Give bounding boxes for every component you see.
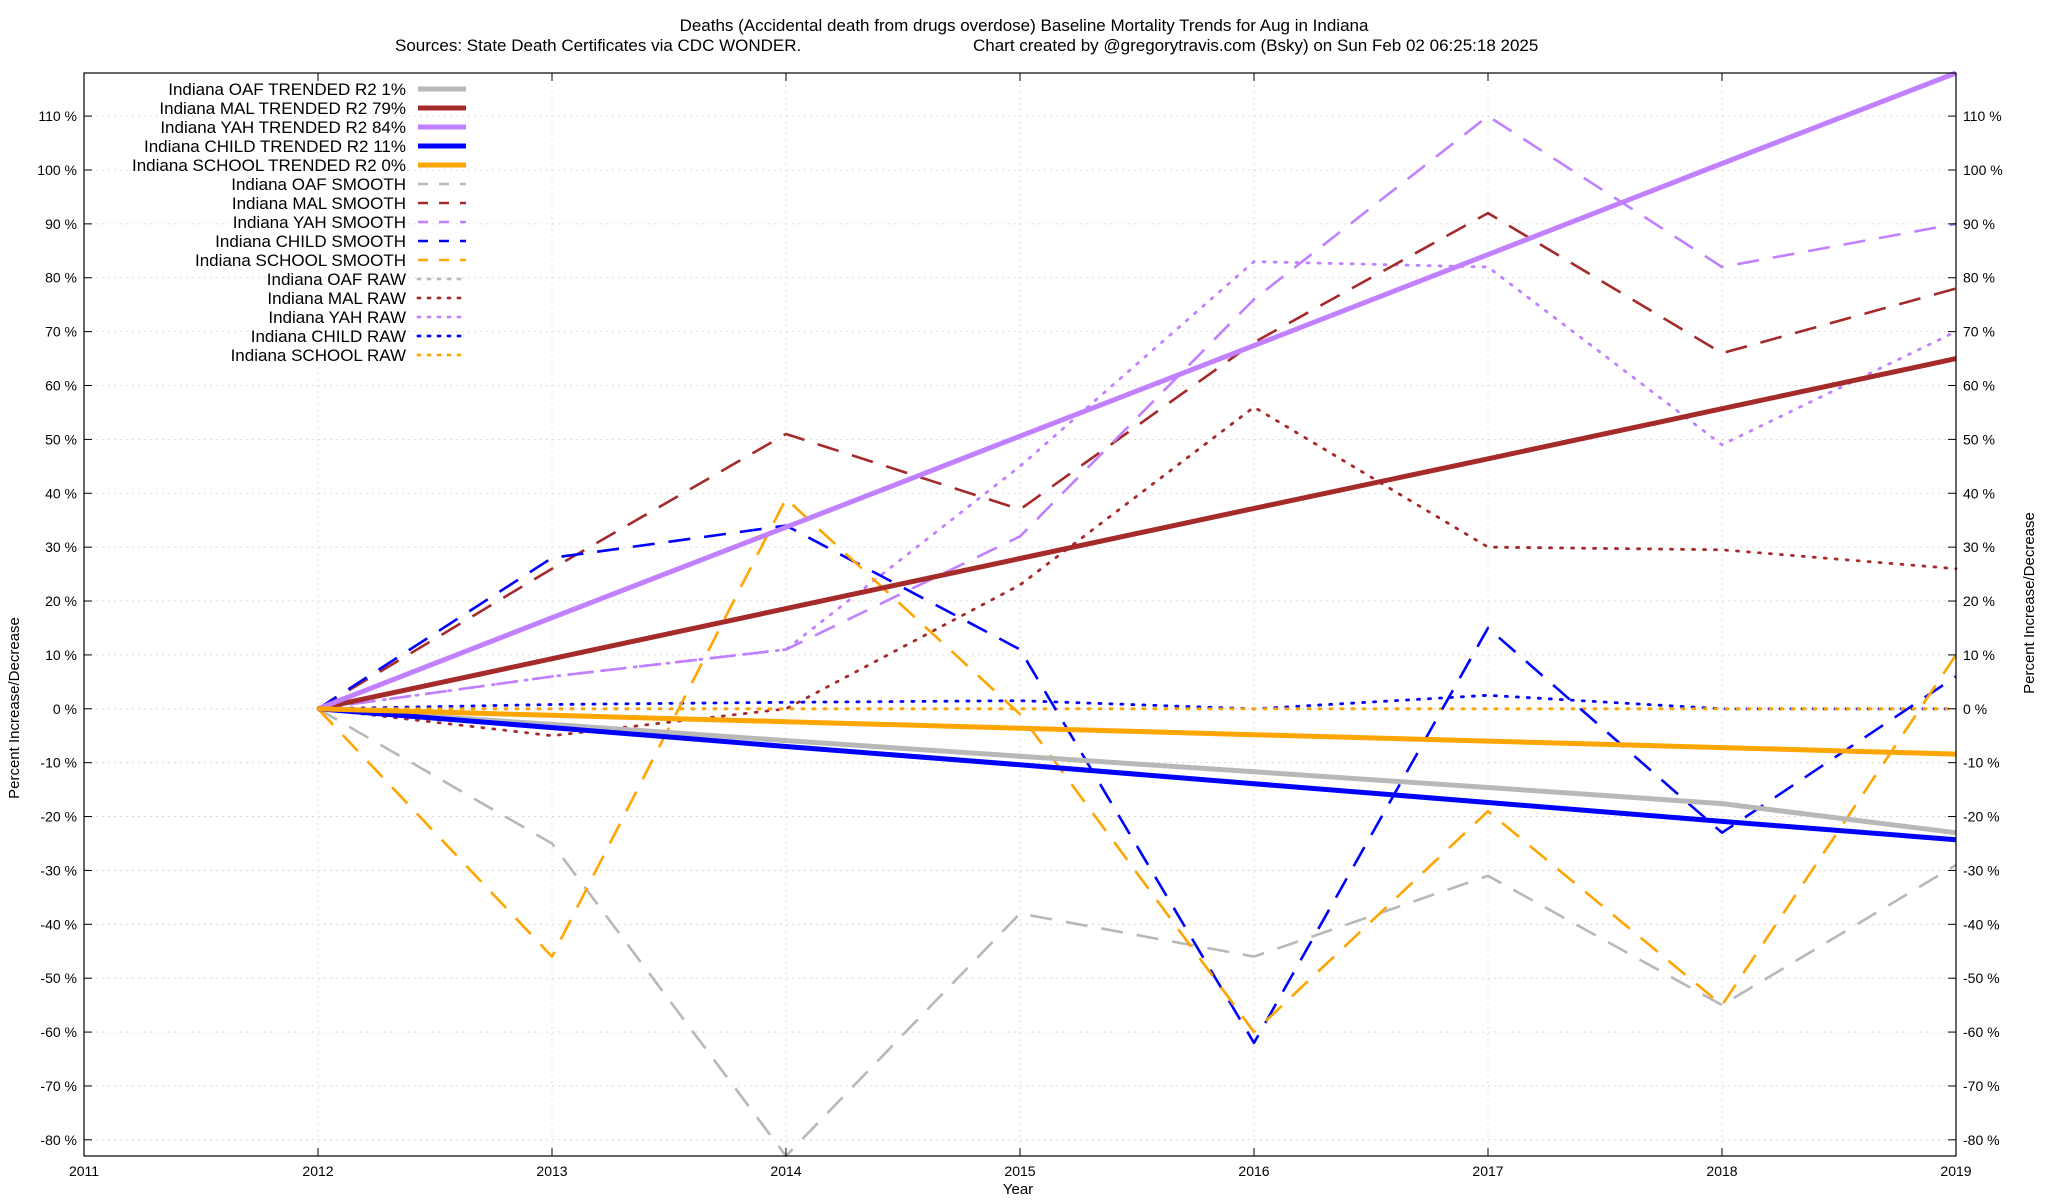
x-tick-label: 2011 xyxy=(69,1163,99,1179)
x-axis-label: Year xyxy=(1003,1181,1033,1198)
series-line-8 xyxy=(317,524,1957,1045)
x-tick-label: 2014 xyxy=(770,1163,801,1179)
y-tick-label-right: -50 % xyxy=(1963,970,2000,986)
y-tick-label-right: 40 % xyxy=(1963,485,1995,501)
legend-label-6: Indiana MAL SMOOTH xyxy=(232,194,406,213)
series-line-12 xyxy=(316,260,1958,711)
series-line-9 xyxy=(317,497,1958,1034)
y-tick-label-left: -60 % xyxy=(40,1024,77,1040)
y-tick-label-left: 0 % xyxy=(53,701,77,717)
legend: Indiana OAF TRENDED R2 1%Indiana MAL TRE… xyxy=(132,80,468,365)
y-tick-label-right: -40 % xyxy=(1963,916,2000,932)
legend-label-14: Indiana SCHOOL RAW xyxy=(231,346,406,365)
series-line-6 xyxy=(317,211,1957,710)
y-tick-label-right: 90 % xyxy=(1963,216,1995,232)
legend-label-9: Indiana SCHOOL SMOOTH xyxy=(195,251,406,270)
y-tick-label-right: -10 % xyxy=(1963,755,2000,771)
legend-label-10: Indiana OAF RAW xyxy=(267,270,406,289)
legend-label-3: Indiana CHILD TRENDED R2 11% xyxy=(144,137,406,156)
y-tick-label-left: 100 % xyxy=(37,162,77,178)
y-tick-label-right: 30 % xyxy=(1963,539,1995,555)
plot-frame xyxy=(83,72,1957,1157)
y-tick-label-left: 40 % xyxy=(45,485,77,501)
y-tick-label-right: 10 % xyxy=(1963,647,1995,663)
x-tick-label: 2015 xyxy=(1004,1163,1035,1179)
series-line-1 xyxy=(317,356,1957,712)
x-tick-label: 2016 xyxy=(1238,1163,1269,1179)
y-tick-label-left: 10 % xyxy=(45,647,77,663)
y-tick-label-right: -70 % xyxy=(1963,1078,2000,1094)
y-tick-label-right: -80 % xyxy=(1963,1132,2000,1148)
y-tick-label-left: 110 % xyxy=(38,108,77,124)
y-tick-label-left: 30 % xyxy=(45,539,77,555)
series-line-13 xyxy=(316,693,1958,711)
x-tick-label: 2018 xyxy=(1706,1163,1737,1179)
series-line-2 xyxy=(317,70,1957,712)
y-tick-label-left: -50 % xyxy=(40,970,77,986)
y-tick-label-right: 50 % xyxy=(1963,431,1995,447)
y-tick-label-right: 0 % xyxy=(1963,701,1987,717)
series-line-4 xyxy=(317,706,1957,757)
x-tick-label: 2017 xyxy=(1472,1163,1503,1179)
series-line-5 xyxy=(317,707,1957,1158)
legend-label-5: Indiana OAF SMOOTH xyxy=(231,175,406,194)
series-line-0 xyxy=(317,706,1957,836)
axis-ticks: 2011 2012 2013 2014 2015 2016 2017 2018 2019 -80 … xyxy=(37,73,2003,1179)
y-tick-label-right: -60 % xyxy=(1963,1024,2000,1040)
y-axis-label-right: Percent Increase/Decrease xyxy=(2021,512,2038,694)
chart-subtitle-right: Chart created by @gregorytravis.com (Bsk… xyxy=(973,36,1538,55)
x-tick-label: 2019 xyxy=(1940,1163,1971,1179)
y-tick-label-left: -70 % xyxy=(40,1078,77,1094)
y-tick-label-left: -30 % xyxy=(40,862,77,878)
series-line-11 xyxy=(316,405,1958,738)
series-lines xyxy=(316,70,1958,1158)
y-tick-label-right: -30 % xyxy=(1963,862,2000,878)
y-tick-label-right: 100 % xyxy=(1963,162,2003,178)
legend-label-2: Indiana YAH TRENDED R2 84% xyxy=(160,118,406,137)
y-axis-label-left: Percent Increase/Decrease xyxy=(6,617,23,799)
legend-label-11: Indiana MAL RAW xyxy=(267,289,406,308)
y-tick-label-left: -40 % xyxy=(40,916,77,932)
series-line-3 xyxy=(317,706,1957,843)
y-tick-label-left: 70 % xyxy=(45,324,77,340)
y-tick-label-right: 60 % xyxy=(1963,378,1995,394)
legend-label-12: Indiana YAH RAW xyxy=(268,308,406,327)
x-tick-label: 2013 xyxy=(536,1163,567,1179)
legend-label-1: Indiana MAL TRENDED R2 79% xyxy=(159,99,406,118)
legend-label-4: Indiana SCHOOL TRENDED R2 0% xyxy=(132,156,406,175)
legend-label-13: Indiana CHILD RAW xyxy=(251,327,406,346)
legend-label-0: Indiana OAF TRENDED R2 1% xyxy=(168,80,406,99)
legend-label-7: Indiana YAH SMOOTH xyxy=(233,213,406,232)
y-tick-label-right: 80 % xyxy=(1963,270,1995,286)
series-line-7 xyxy=(317,114,1957,711)
y-tick-label-left: -80 % xyxy=(40,1132,77,1148)
y-tick-label-left: 80 % xyxy=(45,270,77,286)
chart-subtitle-left: Sources: State Death Certificates via CD… xyxy=(395,36,801,55)
y-tick-label-right: 20 % xyxy=(1963,593,1995,609)
y-tick-label-left: -20 % xyxy=(40,809,77,825)
y-tick-label-left: 90 % xyxy=(45,216,77,232)
legend-label-8: Indiana CHILD SMOOTH xyxy=(215,232,406,251)
y-tick-label-right: 110 % xyxy=(1963,108,2002,124)
x-tick-label: 2012 xyxy=(302,1163,333,1179)
y-tick-label-right: -20 % xyxy=(1963,809,2000,825)
y-tick-label-right: 70 % xyxy=(1963,324,1995,340)
y-tick-label-left: 20 % xyxy=(45,593,77,609)
y-tick-label-left: 60 % xyxy=(45,378,77,394)
y-tick-label-left: -10 % xyxy=(40,755,77,771)
y-tick-label-left: 50 % xyxy=(45,431,77,447)
chart-title: Deaths (Accidental death from drugs over… xyxy=(680,16,1369,35)
